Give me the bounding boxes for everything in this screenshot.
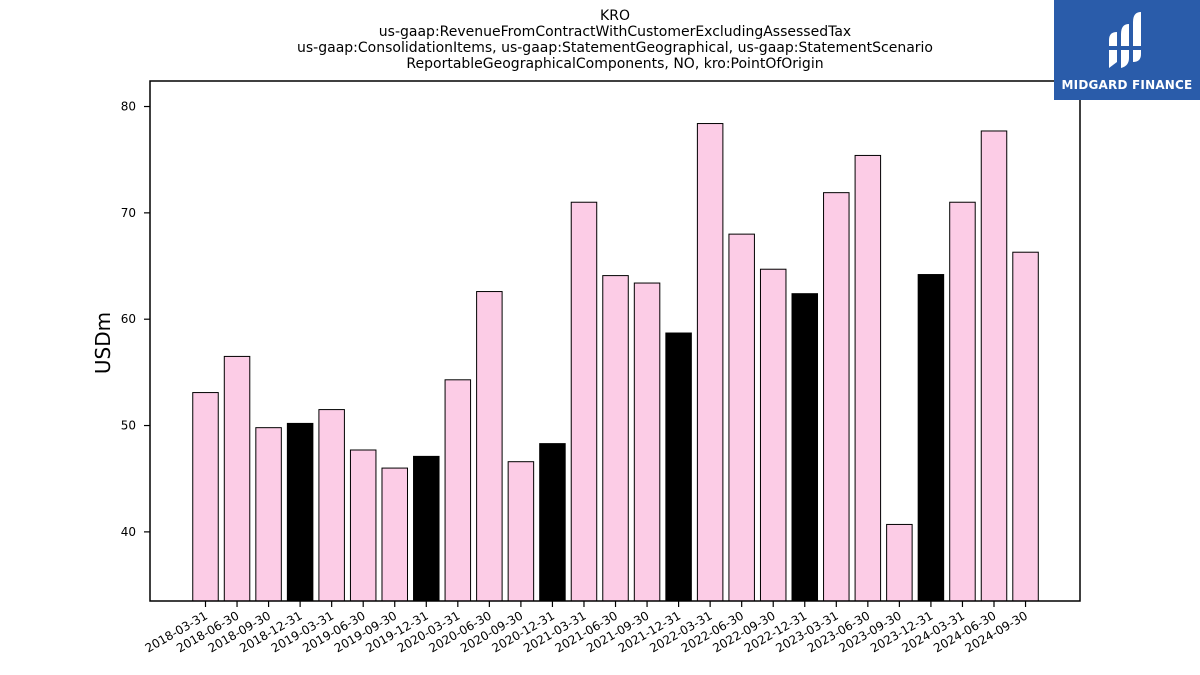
y-axis-label: USDm bbox=[91, 312, 115, 374]
bar-2024-03-31 bbox=[949, 201, 976, 602]
chart-title: KROus-gaap:RevenueFromContractWithCustom… bbox=[297, 8, 933, 72]
bar-2023-03-31 bbox=[823, 192, 850, 602]
y-tick-label: 60 bbox=[121, 312, 136, 326]
bar-2019-12-31 bbox=[413, 455, 440, 602]
bar-2020-06-30 bbox=[476, 291, 503, 602]
y-tick-label: 70 bbox=[121, 206, 136, 220]
chart-title-line: us-gaap:RevenueFromContractWithCustomerE… bbox=[379, 24, 851, 40]
bar-2019-09-30 bbox=[381, 467, 408, 602]
bar-2024-09-30 bbox=[1012, 251, 1039, 602]
bar-2018-06-30 bbox=[223, 355, 251, 602]
bar-2021-03-31 bbox=[570, 201, 598, 602]
bar-2020-09-30 bbox=[507, 461, 535, 602]
bar-2019-06-30 bbox=[349, 449, 377, 602]
bar-2022-12-31 bbox=[791, 293, 819, 602]
brand-logo: MIDGARD FINANCE bbox=[1054, 0, 1200, 100]
bar-2021-09-30 bbox=[633, 282, 661, 602]
bar-2019-03-31 bbox=[318, 409, 345, 602]
bar-2022-06-30 bbox=[728, 233, 755, 602]
bar-2018-12-31 bbox=[286, 422, 314, 602]
x-axis: 2018-03-312018-06-302018-09-302018-12-31… bbox=[143, 601, 1030, 655]
bar-2024-06-30 bbox=[980, 130, 1008, 602]
bar-2020-03-31 bbox=[444, 379, 472, 602]
y-tick-label: 50 bbox=[121, 419, 136, 433]
chart-title-line: KRO bbox=[600, 8, 630, 24]
chart-title-line: us-gaap:ConsolidationItems, us-gaap:Stat… bbox=[297, 40, 933, 56]
bar-2020-12-31 bbox=[539, 443, 566, 602]
plot-frame bbox=[149, 80, 1081, 602]
bar-2018-09-30 bbox=[255, 427, 282, 602]
bar-2021-12-31 bbox=[665, 332, 692, 602]
bar-2021-06-30 bbox=[602, 275, 629, 602]
bar-2023-06-30 bbox=[854, 154, 882, 602]
bars bbox=[192, 123, 1039, 602]
bar-2023-12-31 bbox=[917, 274, 945, 602]
bar-2022-03-31 bbox=[696, 123, 724, 602]
bar-2022-09-30 bbox=[759, 268, 787, 602]
chart-title-line: ReportableGeographicalComponents, NO, kr… bbox=[406, 56, 823, 72]
bar-2023-09-30 bbox=[886, 523, 913, 602]
midgard-logo-icon bbox=[1103, 10, 1151, 74]
y-tick-label: 40 bbox=[121, 525, 136, 539]
bar-2018-03-31 bbox=[192, 392, 219, 602]
y-axis: 40 50 60 70 80 bbox=[121, 100, 150, 539]
brand-name: MIDGARD FINANCE bbox=[1061, 78, 1193, 92]
y-tick-label: 80 bbox=[121, 100, 136, 114]
